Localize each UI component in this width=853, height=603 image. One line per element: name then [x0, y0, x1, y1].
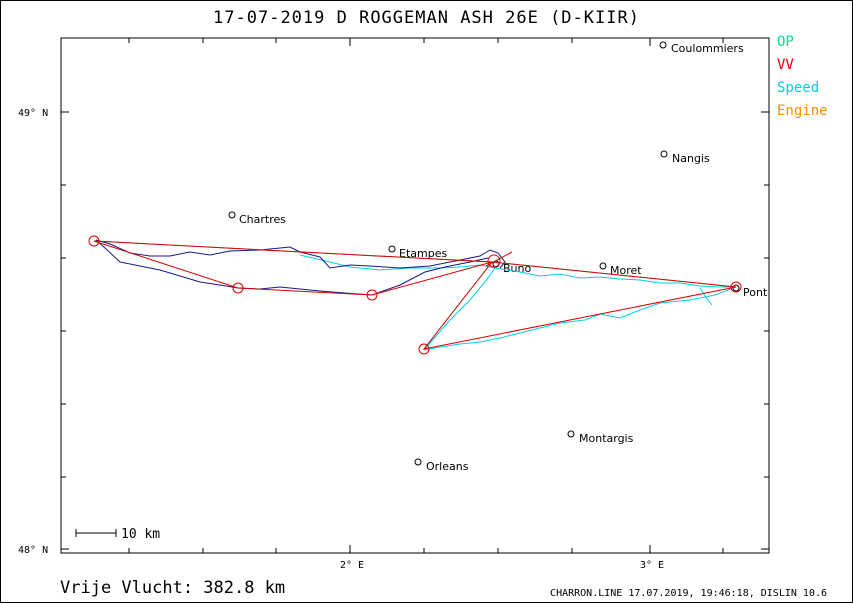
town-marker-coulommiers	[659, 41, 667, 49]
right-ticks	[761, 111, 769, 550]
scale-label: 10 km	[121, 527, 160, 542]
turnpoint-3	[366, 289, 378, 301]
speed-trace-south-return	[423, 286, 737, 351]
legend-engine: Engine	[777, 103, 828, 119]
flight-trace-westbound	[95, 239, 506, 269]
page-title: 17-07-2019 D ROGGEMAN ASH 26E (D-KIIR)	[213, 8, 640, 28]
top-ticks	[128, 38, 724, 46]
y-tick-48: 48° N	[18, 545, 48, 556]
speed-trace-east-out	[299, 254, 736, 288]
town-label-orleans: Orleans	[426, 460, 469, 473]
legend-speed: Speed	[777, 80, 820, 96]
town-label-nangis: Nangis	[672, 152, 710, 165]
map-border	[60, 37, 770, 554]
legend-vv: VV	[777, 57, 794, 73]
town-marker-chartres	[228, 211, 236, 219]
distance-label: Vrije Vlucht: 382.8 km	[60, 578, 286, 598]
town-label-pont: Pont	[743, 286, 768, 299]
y-tick-49: 49° N	[18, 108, 48, 119]
town-marker-etampes	[388, 245, 396, 253]
turnpoint-start	[487, 254, 501, 268]
bottom-ticks	[128, 545, 724, 553]
turnpoint-2	[232, 282, 244, 294]
x-tick-2e: 2° E	[340, 560, 364, 571]
flight-trace	[95, 239, 506, 296]
flight-trace-eastbound	[95, 239, 489, 296]
town-label-moret: Moret	[610, 264, 642, 277]
speed-trace-spur	[699, 287, 713, 306]
town-marker-nangis	[660, 150, 668, 158]
town-marker-orleans	[414, 458, 422, 466]
scale-bar	[75, 529, 117, 537]
turnpoint-1	[88, 235, 100, 247]
start-line	[485, 251, 513, 267]
town-label-coulommiers: Coulommiers	[671, 42, 744, 55]
footer-info: CHARRON.LINE 17.07.2019, 19:46:18, DISLI…	[550, 588, 827, 599]
town-label-chartres: Chartres	[239, 213, 286, 226]
town-label-etampes: Etampes	[399, 247, 447, 260]
left-ticks	[61, 111, 69, 550]
town-marker-montargis	[567, 430, 575, 438]
town-label-montargis: Montargis	[579, 432, 634, 445]
legend-op: OP	[777, 34, 794, 50]
vv-task-line	[93, 240, 737, 350]
turnpoint-5	[418, 343, 430, 355]
town-marker-moret	[599, 262, 607, 270]
turnpoint-4	[730, 281, 742, 293]
x-tick-3e: 3° E	[640, 560, 664, 571]
speed-trace	[299, 254, 737, 351]
speed-trace-north-leg	[423, 267, 496, 351]
vv-lines	[88, 235, 742, 355]
